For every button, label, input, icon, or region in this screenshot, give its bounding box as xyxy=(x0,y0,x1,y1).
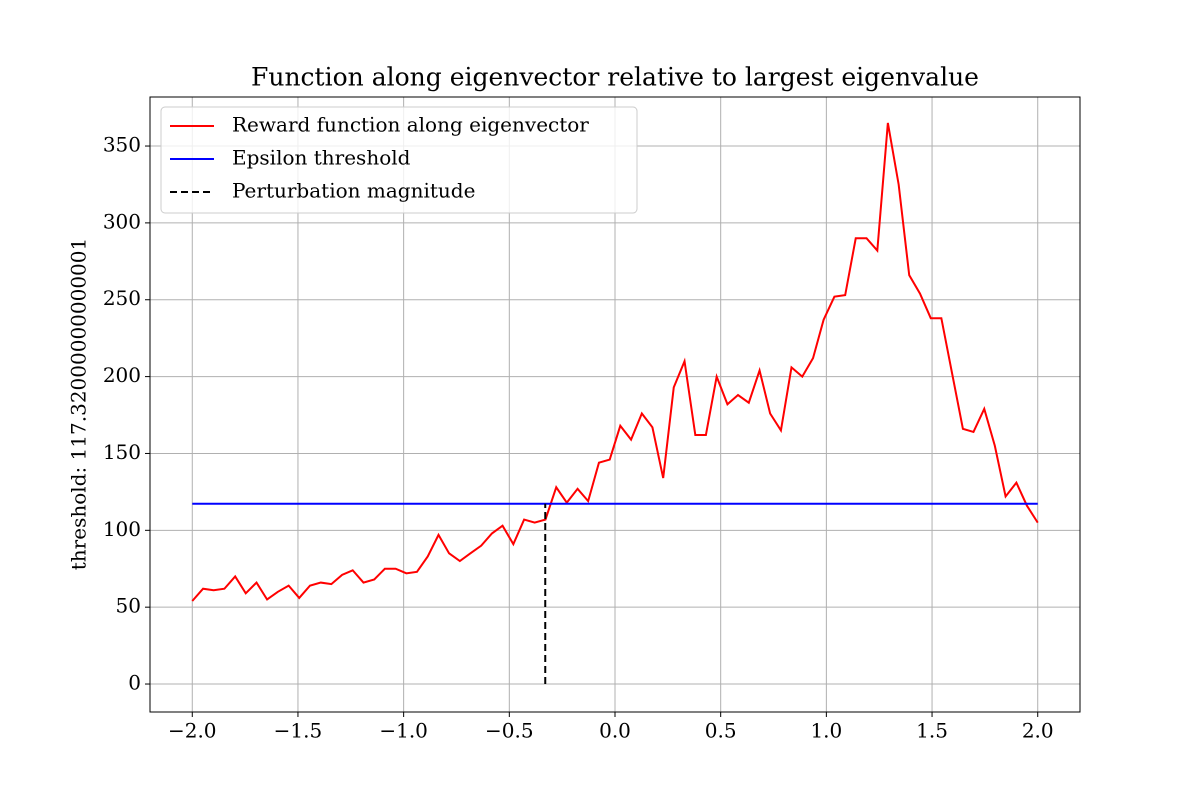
x-tick-label: −1.0 xyxy=(379,719,428,743)
series-line xyxy=(191,122,1039,602)
y-tick-label: 350 xyxy=(103,133,141,157)
y-tick-label: 0 xyxy=(128,671,141,695)
y-axis-label: threshold: 117.32000000000001 xyxy=(67,238,91,570)
y-tick-label: 250 xyxy=(103,286,141,310)
legend-label: Epsilon threshold xyxy=(232,146,411,170)
plot-frame xyxy=(149,96,1081,713)
y-tick-label: 100 xyxy=(103,517,141,541)
y-tick-label: 200 xyxy=(103,363,141,387)
x-tick-label: −1.5 xyxy=(274,719,323,743)
x-tick-label: −0.5 xyxy=(485,719,534,743)
x-tick-label: 1.5 xyxy=(916,719,948,743)
y-tick-label: 150 xyxy=(103,440,141,464)
legend-label: Reward function along eigenvector xyxy=(232,113,589,137)
chart-title: Function along eigenvector relative to l… xyxy=(251,63,979,92)
x-tick-label: −2.0 xyxy=(168,719,217,743)
x-tick-label: 0.0 xyxy=(599,719,631,743)
x-tick-label: 2.0 xyxy=(1022,719,1054,743)
y-tick-label: 300 xyxy=(103,209,141,233)
legend-box xyxy=(160,106,638,214)
y-tick-label: 50 xyxy=(116,594,141,618)
x-tick-label: 1.0 xyxy=(810,719,842,743)
x-tick-label: 0.5 xyxy=(705,719,737,743)
legend-label: Perturbation magnitude xyxy=(232,179,475,203)
